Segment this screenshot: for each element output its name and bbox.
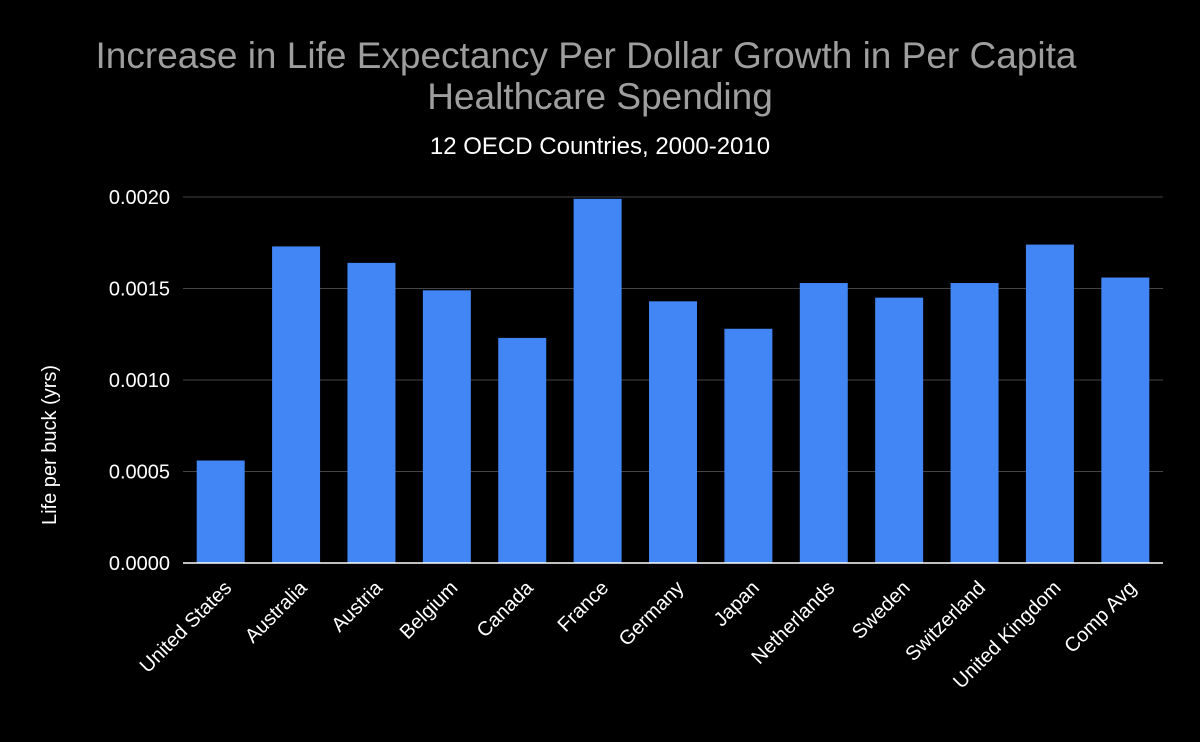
- y-tick-label: 0.0015: [109, 279, 170, 301]
- bar: [272, 246, 321, 563]
- y-tick-label: 0.0010: [109, 370, 170, 392]
- y-axis-title: Life per buck (yrs): [39, 365, 61, 525]
- chart-subtitle: 12 OECD Countries, 2000-2010: [430, 133, 770, 160]
- bar: [347, 262, 396, 563]
- bar: [498, 337, 547, 563]
- bar: [875, 297, 924, 563]
- bar: [799, 283, 848, 563]
- chart-title-line-2: Healthcare Spending: [427, 76, 773, 117]
- bar: [724, 328, 773, 563]
- y-tick-label: 0.0000: [109, 553, 170, 575]
- bar: [1101, 277, 1150, 563]
- chart-title-line-1: Increase in Life Expectancy Per Dollar G…: [96, 35, 1077, 76]
- bar: [649, 301, 697, 563]
- bar: [573, 198, 622, 563]
- y-tick-label: 0.0005: [109, 462, 170, 484]
- bar: [950, 283, 999, 563]
- bar: [422, 290, 471, 563]
- bar: [1025, 244, 1074, 563]
- bar: [196, 460, 245, 563]
- y-axis-ticks: 0.0000 0.0005 0.0010 0.0015 0.0020: [109, 187, 170, 575]
- bars: [183, 198, 1163, 564]
- y-tick-label: 0.0020: [109, 187, 170, 209]
